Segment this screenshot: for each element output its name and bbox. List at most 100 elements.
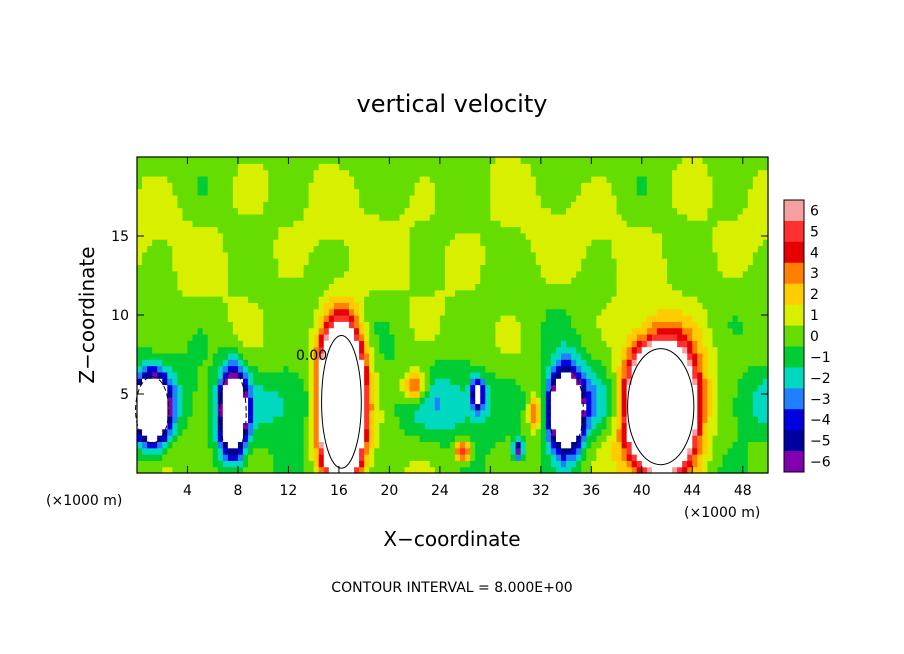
heat-cell: [520, 333, 527, 341]
heat-cell: [621, 239, 628, 247]
heat-cell: [505, 283, 512, 291]
heat-cell: [535, 232, 542, 240]
heat-cell: [550, 201, 557, 209]
heat-cell: [449, 169, 456, 177]
heat-cell: [520, 308, 527, 316]
heat-cell: [207, 466, 214, 474]
heat-cell: [621, 384, 628, 392]
heat-cell: [515, 441, 522, 449]
heat-cell: [449, 460, 456, 468]
heat-cell: [566, 296, 572, 303]
heat-cell: [444, 207, 451, 215]
heat-cell: [535, 264, 542, 272]
heat-cell: [636, 277, 643, 284]
heat-cell: [475, 435, 481, 442]
heat-cell: [237, 289, 244, 297]
heat-cell: [485, 333, 491, 341]
heat-cell: [293, 397, 300, 405]
heat-cell: [591, 258, 597, 266]
heat-cell: [515, 416, 522, 424]
heat-cell: [636, 213, 643, 221]
heat-cell: [162, 365, 168, 373]
heat-cell: [212, 460, 219, 468]
heat-cell: [606, 422, 613, 430]
heat-cell: [465, 207, 471, 215]
heat-cell: [495, 390, 502, 398]
heat-cell: [248, 264, 254, 272]
heat-cell: [379, 213, 385, 221]
heat-cell: [586, 416, 592, 424]
heat-cell: [424, 460, 431, 468]
heat-cell: [616, 163, 623, 171]
heat-cell: [626, 378, 633, 386]
heat-cell: [626, 466, 633, 474]
heat-cell: [444, 188, 451, 196]
heat-cell: [243, 163, 249, 171]
heat-cell: [545, 340, 552, 348]
heat-cell: [212, 378, 219, 386]
heat-cell: [490, 308, 497, 316]
heat-cell: [313, 435, 320, 442]
heat-cell: [535, 447, 542, 455]
heat-cell: [561, 302, 567, 310]
heat-cell: [147, 346, 153, 354]
heat-cell: [465, 258, 471, 266]
heat-cell: [535, 327, 542, 335]
heat-cell: [571, 175, 577, 183]
heat-cell: [167, 277, 173, 284]
heat-cell: [414, 384, 421, 392]
heat-cell: [485, 175, 491, 183]
heat-cell: [455, 346, 461, 354]
heat-cell: [258, 390, 264, 398]
heat-cell: [449, 403, 456, 411]
heat-cell: [308, 340, 315, 348]
heat-cell: [399, 163, 406, 171]
heat-cell: [293, 289, 300, 297]
heat-cell: [460, 296, 466, 303]
heat-cell: [540, 327, 547, 335]
heat-cell: [384, 251, 390, 259]
heat-cell: [465, 270, 471, 278]
heat-cell: [359, 333, 365, 341]
heat-cell: [374, 333, 380, 341]
heat-cell: [192, 403, 199, 411]
heat-cell: [636, 441, 643, 449]
heat-cell: [379, 384, 385, 392]
heat-cell: [510, 327, 517, 335]
heat-cell: [273, 321, 279, 329]
heat-cell: [303, 422, 310, 430]
heat-cell: [172, 245, 178, 253]
heat-cell: [243, 378, 249, 386]
heat-cell: [374, 283, 380, 291]
heat-cell: [354, 447, 360, 455]
heat-cell: [222, 175, 229, 183]
heat-cell: [490, 409, 497, 417]
heat-cell: [177, 454, 184, 461]
heat-cell: [253, 188, 259, 196]
heat-cell: [288, 220, 295, 228]
heat-cell: [449, 302, 456, 310]
heat-cell: [222, 397, 229, 405]
heat-cell: [475, 327, 481, 335]
heat-cell: [192, 251, 199, 259]
heat-cell: [490, 397, 497, 405]
heat-cell: [475, 239, 481, 247]
heat-cell: [364, 175, 370, 183]
heat-cell: [495, 258, 502, 266]
heat-cell: [248, 226, 254, 234]
heat-cell: [550, 245, 557, 253]
heat-cell: [197, 157, 204, 164]
heat-cell: [217, 315, 224, 322]
heat-cell: [364, 283, 370, 291]
heat-cell: [212, 447, 219, 455]
heat-cell: [409, 365, 416, 373]
heat-cell: [354, 428, 360, 436]
heat-cell: [581, 428, 587, 436]
heat-cell: [581, 390, 587, 398]
heat-cell: [137, 454, 143, 461]
heat-cell: [581, 378, 587, 386]
heat-cell: [172, 403, 178, 411]
heat-cell: [379, 251, 385, 259]
heat-cell: [192, 327, 199, 335]
heat-cell: [490, 441, 497, 449]
